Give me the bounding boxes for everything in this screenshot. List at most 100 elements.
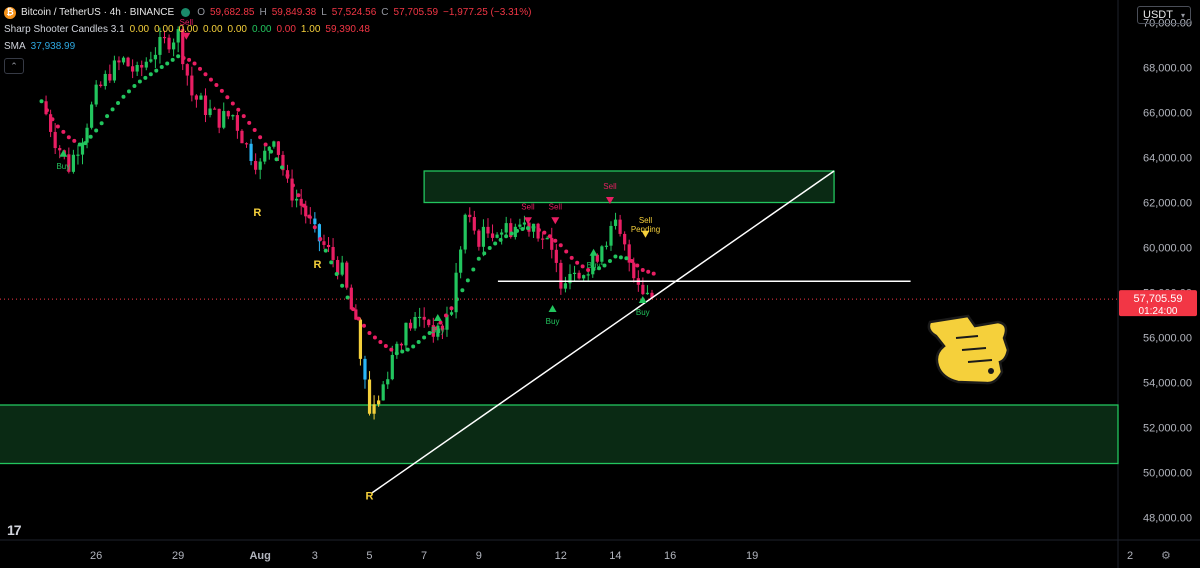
tradingview-logo-icon: 17 [7, 522, 22, 538]
symbol-title[interactable]: Bitcoin / TetherUS · 4h · BINANCE [21, 7, 175, 18]
trailing-stop-dot [542, 230, 547, 235]
candle [399, 343, 404, 346]
trailing-stop-dot [66, 135, 71, 140]
last-price-badge [1119, 290, 1197, 317]
candle [276, 141, 281, 155]
trailing-stop-dot [296, 193, 301, 198]
candle [509, 223, 513, 238]
trailing-stop-dot [515, 228, 520, 233]
trailing-stop-dot [646, 269, 651, 274]
candle [267, 146, 271, 151]
trailing-stop-dot [72, 138, 77, 143]
candle [486, 226, 490, 234]
indicator-value: 0.00 [154, 24, 174, 35]
candle [463, 214, 467, 250]
trailing-stop-dot [280, 165, 285, 170]
trailing-stop-dot [121, 94, 126, 99]
currency-selector[interactable]: USDT ▾ [1137, 6, 1191, 24]
trailing-stop-dot [520, 227, 525, 232]
currency-label: USDT [1143, 9, 1173, 21]
trailing-stop-dot [165, 61, 170, 66]
trailing-stop-dot [422, 335, 427, 340]
trailing-stop-dot [367, 331, 372, 335]
trailing-stop-dot [383, 344, 388, 349]
trailing-stop-dot [126, 89, 131, 94]
trailing-stop-dot [219, 88, 224, 93]
trailing-stop-dot [77, 142, 82, 147]
trailing-stop-dot [274, 157, 279, 162]
candle [71, 154, 75, 172]
trailing-stop-dot [586, 268, 591, 272]
candle [404, 322, 408, 346]
x-tick-label: 7 [421, 550, 427, 562]
candle [454, 272, 458, 313]
ohlc-high: 59,849.38 [271, 7, 317, 18]
trailing-stop-dot [258, 135, 263, 140]
market-status-icon [181, 8, 191, 17]
candle [176, 29, 180, 43]
trailing-stop-dot [607, 259, 612, 263]
trailing-stop-dot [39, 99, 44, 104]
price-countdown: 01:24:00 [1139, 306, 1178, 317]
trailing-stop-dot [443, 313, 448, 318]
trailing-stop-dot [148, 72, 153, 77]
gear-icon[interactable]: ⚙ [1161, 550, 1171, 562]
trailing-stop-dot [230, 101, 235, 106]
trailing-stop-dot [154, 68, 159, 73]
candle [185, 64, 189, 76]
hand-detail [988, 368, 994, 374]
candle [354, 309, 358, 320]
trailing-stop-dot [640, 268, 645, 272]
candle [349, 287, 353, 310]
signal-label: Sell [603, 182, 617, 191]
y-tick-label: 62,000.00 [1143, 198, 1192, 210]
trailing-stop-dot [105, 114, 110, 119]
candle [445, 314, 449, 330]
y-tick-label: 66,000.00 [1143, 108, 1192, 120]
trailing-stop-dot [88, 134, 93, 139]
y-tick-label: 56,000.00 [1143, 333, 1192, 345]
signal-label: R [314, 259, 322, 271]
candle [427, 319, 431, 326]
candle [390, 354, 394, 380]
x-tick-label: Aug [249, 550, 270, 562]
candle [254, 160, 258, 170]
sma-name[interactable]: SMA [4, 41, 26, 52]
trailing-stop-dot [564, 249, 569, 254]
trailing-stop-dot [307, 214, 312, 219]
candle [459, 249, 463, 273]
trailing-stop-dot [318, 236, 323, 241]
trailing-stop-dot [181, 56, 186, 61]
trailing-stop-dot [345, 295, 350, 300]
candle [468, 214, 472, 218]
y-tick-label: 48,000.00 [1143, 513, 1192, 525]
indicator-value: 0.00 [178, 24, 199, 35]
candle [572, 272, 577, 274]
y-tick-label: 54,000.00 [1143, 378, 1192, 390]
trailing-stop-dot [487, 245, 492, 250]
indicator-name[interactable]: Sharp Shooter Candles 3.1 [4, 24, 125, 35]
sma-value: 37,938.99 [30, 41, 76, 52]
trailing-stop-dot [536, 227, 541, 232]
candle [518, 224, 522, 227]
candle [472, 217, 476, 231]
trailing-stop-dot [50, 117, 55, 122]
candle [231, 115, 235, 117]
trailing-stop-dot [591, 267, 596, 272]
candle [513, 226, 517, 238]
trailing-stop-dot [553, 238, 558, 243]
trailing-stop-dot [203, 72, 208, 77]
x-tick-label: 3 [312, 550, 318, 562]
collapse-legend-button[interactable]: ⌃ [4, 58, 24, 74]
y-tick-label: 60,000.00 [1143, 243, 1192, 255]
candle [591, 254, 595, 275]
trailing-stop-dot [137, 79, 142, 84]
signal-label: Buy [636, 308, 650, 317]
trailing-stop-dot [427, 331, 432, 335]
candle [249, 143, 253, 161]
trailing-stop-dot [208, 77, 213, 82]
buy-arrow-icon [59, 149, 68, 157]
candle [144, 61, 148, 68]
candle [240, 130, 244, 144]
